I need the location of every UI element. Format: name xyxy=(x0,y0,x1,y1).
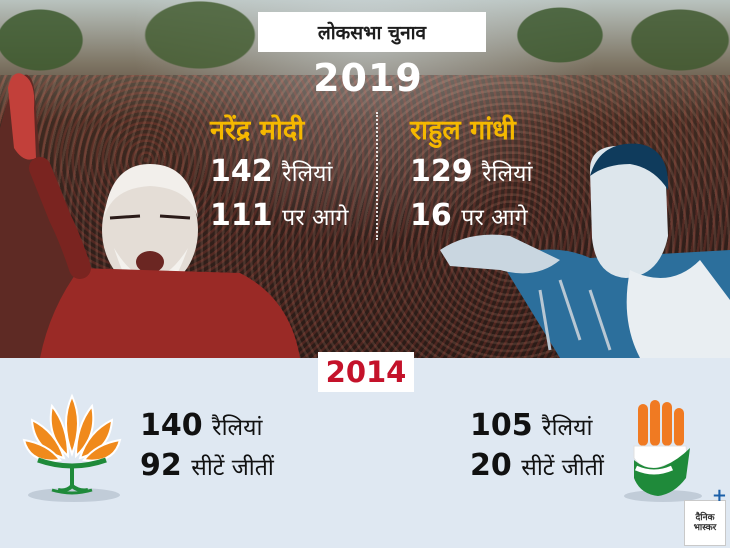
rahul-lead: 16 पर आगे xyxy=(410,199,532,235)
modi-lead-word: पर आगे xyxy=(282,205,349,231)
year-2014-badge: 2014 xyxy=(318,352,414,392)
dainik-bhaskar-logo: दैनिक भास्कर + xyxy=(684,487,727,546)
congress-seats: 20 सीटें जीतीं xyxy=(470,447,604,487)
lotus-shadow xyxy=(28,488,120,502)
rahul-name: राहुल गांधी xyxy=(410,115,516,146)
congress-2014-stats: 105 रैलियां 20 सीटें जीतीं xyxy=(470,407,604,487)
logo-plus: + xyxy=(711,485,727,506)
rahul-gandhi-illustration xyxy=(440,143,730,358)
bjp-seats: 92 सीटें जीतीं xyxy=(140,447,274,487)
rahul-lead-count: 16 xyxy=(410,198,452,233)
congress-rallies-count: 105 xyxy=(470,408,533,443)
rahul-rallies-count: 129 xyxy=(410,154,473,189)
column-divider xyxy=(376,112,378,240)
modi-rallies-word: रैलियां xyxy=(282,161,333,187)
rahul-stats: राहुल गांधी 129 रैलियां 16 पर आगे xyxy=(410,110,532,235)
modi-name: नरेंद्र मोदी xyxy=(210,115,305,146)
bjp-seats-count: 92 xyxy=(140,448,182,483)
election-tag-label: लोकसभा चुनाव xyxy=(317,22,427,44)
bjp-rallies-word: रैलियां xyxy=(212,415,263,441)
congress-seats-count: 20 xyxy=(470,448,512,483)
year-2019-heading: 2019 xyxy=(313,56,423,100)
rahul-rallies: 129 रैलियां xyxy=(410,155,532,191)
bjp-rallies-count: 140 xyxy=(140,408,203,443)
hand-shadow xyxy=(624,490,702,502)
modi-rallies-count: 142 xyxy=(210,154,273,189)
modi-rallies: 142 रैलियां xyxy=(210,155,348,191)
modi-lead: 111 पर आगे xyxy=(210,199,348,235)
modi-lead-count: 111 xyxy=(210,198,273,233)
narendra-modi-illustration xyxy=(0,73,300,358)
congress-rallies: 105 रैलियां xyxy=(470,407,604,447)
bjp-rallies: 140 रैलियां xyxy=(140,407,274,447)
congress-seats-word: सीटें जीतीं xyxy=(521,455,604,481)
modi-stats: नरेंद्र मोदी 142 रैलियां 111 पर आगे xyxy=(210,110,348,235)
congress-hand-icon xyxy=(633,400,690,496)
election-tag: लोकसभा चुनाव xyxy=(258,12,486,52)
rahul-rallies-word: रैलियां xyxy=(482,161,533,187)
bjp-seats-word: सीटें जीतीं xyxy=(191,455,274,481)
bjp-2014-stats: 140 रैलियां 92 सीटें जीतीं xyxy=(140,407,274,487)
congress-rallies-word: रैलियां xyxy=(542,415,593,441)
year-2014-label: 2014 xyxy=(325,355,407,389)
logo-text: दैनिक भास्कर xyxy=(693,513,717,533)
bjp-lotus-icon xyxy=(22,393,122,495)
rahul-lead-word: पर आगे xyxy=(461,205,528,231)
